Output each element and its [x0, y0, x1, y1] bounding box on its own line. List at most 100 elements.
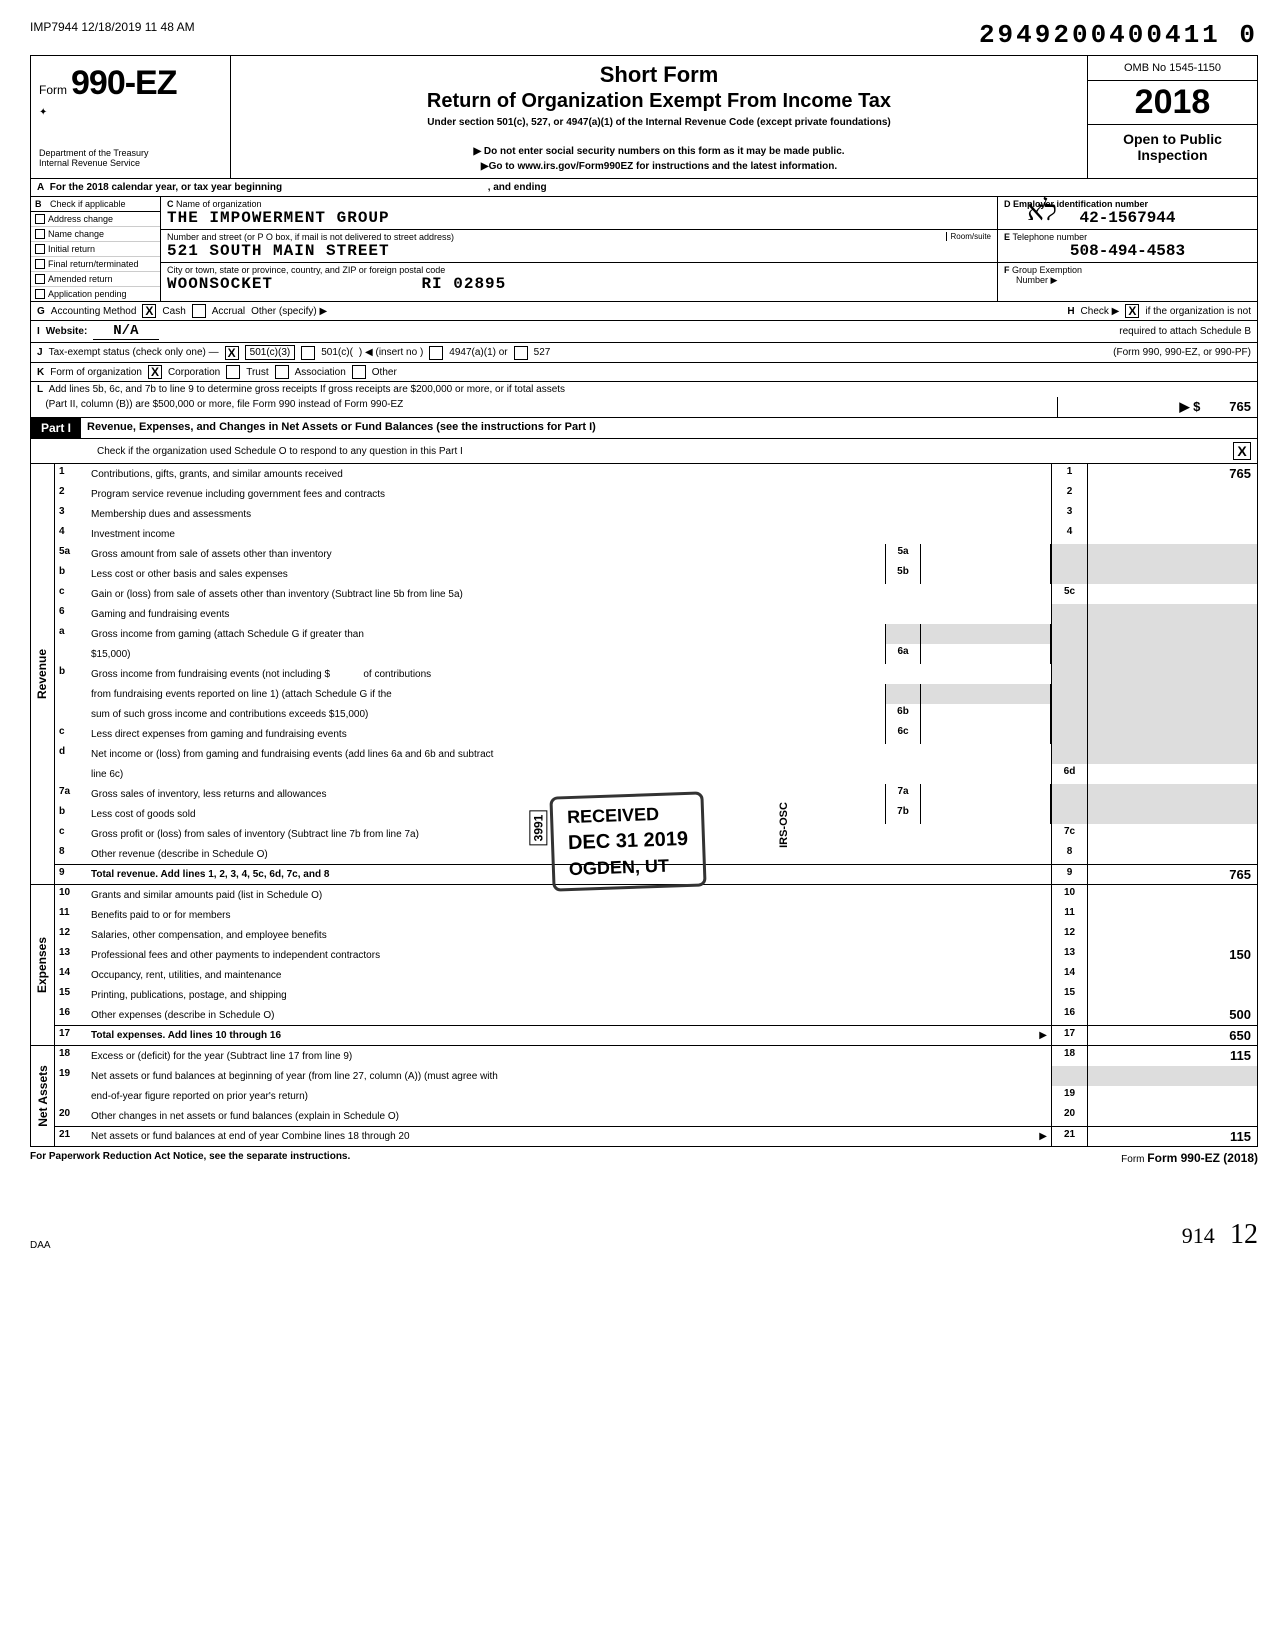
line-21-num: 21 [55, 1127, 87, 1146]
line-10-box: 10 [1051, 885, 1087, 905]
line-6b-text: Gross income from fundraising events (no… [91, 669, 330, 680]
checkbox-initial-return[interactable] [35, 244, 45, 254]
row-l-prefix: ▶ $ [1180, 399, 1201, 414]
line-5a-num: 5a [55, 544, 87, 564]
line-5a-mid: 5a [885, 544, 921, 564]
section-c-column: C Name of organization THE IMPOWERMENT G… [161, 197, 997, 301]
trust-label: Trust [246, 367, 268, 378]
h-text-2: if the organization is not [1145, 306, 1251, 317]
row-i-letter: I [37, 326, 40, 337]
handwritten-914: 914 [1182, 1223, 1215, 1248]
line-15-text: Printing, publications, postage, and shi… [87, 985, 1051, 1005]
street-address: 521 SOUTH MAIN STREET [167, 242, 390, 260]
checkbox-final-return[interactable] [35, 259, 45, 269]
checkbox-schedule-o[interactable]: X [1233, 442, 1251, 460]
expenses-side-label: Expenses [31, 885, 55, 1045]
line-21-amount: 115 [1087, 1127, 1257, 1146]
checkbox-corporation[interactable]: X [148, 365, 162, 379]
print-stamp: IMP7944 12/18/2019 11 48 AM [30, 20, 195, 50]
checkbox-name-change[interactable] [35, 229, 45, 239]
line-19-num: 19 [55, 1066, 87, 1086]
527-label: 527 [534, 347, 551, 358]
line-2-num: 2 [55, 484, 87, 504]
line-16-text: Other expenses (describe in Schedule O) [87, 1005, 1051, 1025]
b-item-5: Application pending [48, 289, 127, 299]
section-d-letter: D [1004, 199, 1011, 209]
line-6a-mid: 6a [885, 644, 921, 664]
i-right-text: required to attach Schedule B [1119, 326, 1251, 337]
line-5c-num: c [55, 584, 87, 604]
row-a-letter: A [37, 182, 44, 193]
line-7a-num: 7a [55, 784, 87, 804]
under-section: Under section 501(c), 527, or 4947(a)(1)… [237, 117, 1081, 128]
501c3-label: 501(c)(3) [245, 345, 296, 360]
checkbox-4947a1[interactable] [429, 346, 443, 360]
checkbox-527[interactable] [514, 346, 528, 360]
line-6d-text2: line 6c) [87, 764, 1051, 784]
checkbox-trust[interactable] [226, 365, 240, 379]
section-b-column: B Check if applicable Address change Nam… [31, 197, 161, 301]
line-12-num: 12 [55, 925, 87, 945]
paperwork-notice: For Paperwork Reduction Act Notice, see … [30, 1151, 350, 1165]
checkbox-501c[interactable] [301, 346, 315, 360]
signature-scribble: לא [1027, 196, 1057, 228]
line-1-num: 1 [55, 464, 87, 484]
row-h-letter: H [1067, 306, 1074, 317]
inspection-label: Inspection [1094, 147, 1251, 163]
checkbox-address-change[interactable] [35, 214, 45, 224]
cash-label: Cash [162, 306, 185, 317]
line-9-amount: 765 [1087, 865, 1257, 884]
line-6d-text: Net income or (loss) from gaming and fun… [87, 744, 1051, 764]
line-15-amount [1087, 985, 1257, 1005]
line-8-text: Other revenue (describe in Schedule O) [87, 844, 1051, 864]
part1-check-text: Check if the organization used Schedule … [37, 446, 1227, 457]
line-3-text: Membership dues and assessments [87, 504, 1051, 524]
row-g-letter: G [37, 306, 45, 317]
tax-exempt-label: Tax-exempt status (check only one) — [49, 347, 219, 358]
room-suite-label: Room/suite [946, 232, 991, 241]
checkbox-accrual[interactable] [192, 304, 206, 318]
accounting-method-label: Accounting Method [51, 306, 137, 317]
line-20-num: 20 [55, 1106, 87, 1126]
line-17-text: Total expenses. Add lines 10 through 16 [91, 1030, 281, 1041]
checkbox-association[interactable] [275, 365, 289, 379]
line-7c-box: 7c [1051, 824, 1087, 844]
checkbox-amended-return[interactable] [35, 274, 45, 284]
line-6d-box: 6d [1051, 764, 1087, 784]
checkbox-other-org[interactable] [352, 365, 366, 379]
line-6-text: Gaming and fundraising events [87, 604, 1051, 624]
line-15-num: 15 [55, 985, 87, 1005]
line-1-amount: 765 [1087, 464, 1257, 484]
line-6b-text3: sum of such gross income and contributio… [87, 704, 885, 724]
line-16-amount: 500 [1087, 1005, 1257, 1025]
j-right-text: (Form 990, 990-EZ, or 990-PF) [1113, 347, 1251, 358]
row-a-ending: , and ending [488, 182, 547, 193]
line-2-amount [1087, 484, 1257, 504]
association-label: Association [295, 367, 346, 378]
checkbox-application-pending[interactable] [35, 289, 45, 299]
row-l-text1: Add lines 5b, 6c, and 7b to line 9 to de… [49, 384, 565, 395]
line-14-box: 14 [1051, 965, 1087, 985]
addr-label: Number and street (or P O box, if mail i… [167, 232, 454, 242]
line-19-amount [1087, 1086, 1257, 1106]
line-6c-num: c [55, 724, 87, 744]
check-if-applicable: Check if applicable [50, 199, 126, 209]
h-check-label: Check ▶ [1081, 306, 1120, 317]
line-8-box: 8 [1051, 844, 1087, 864]
name-of-org-label: Name of organization [176, 199, 262, 209]
b-item-1: Name change [48, 229, 104, 239]
daa-label: DAA [30, 1240, 51, 1251]
row-k-letter: K [37, 367, 44, 378]
revenue-side-label: Revenue [31, 464, 55, 884]
checkbox-h-not-required[interactable]: X [1125, 304, 1139, 318]
website-label: Website: [46, 326, 88, 337]
checkbox-501c3[interactable]: X [225, 346, 239, 360]
title-cell: Short Form Return of Organization Exempt… [231, 56, 1087, 178]
line-9-text: Total revenue. Add lines 1, 2, 3, 4, 5c,… [91, 869, 329, 880]
section-f-letter: F [1004, 265, 1010, 275]
form-word: Form [39, 83, 67, 97]
501c-label: 501(c)( [321, 347, 353, 358]
checkbox-cash[interactable]: X [142, 304, 156, 318]
other-org-label: Other [372, 367, 397, 378]
gross-receipts-amount: 765 [1229, 399, 1251, 414]
